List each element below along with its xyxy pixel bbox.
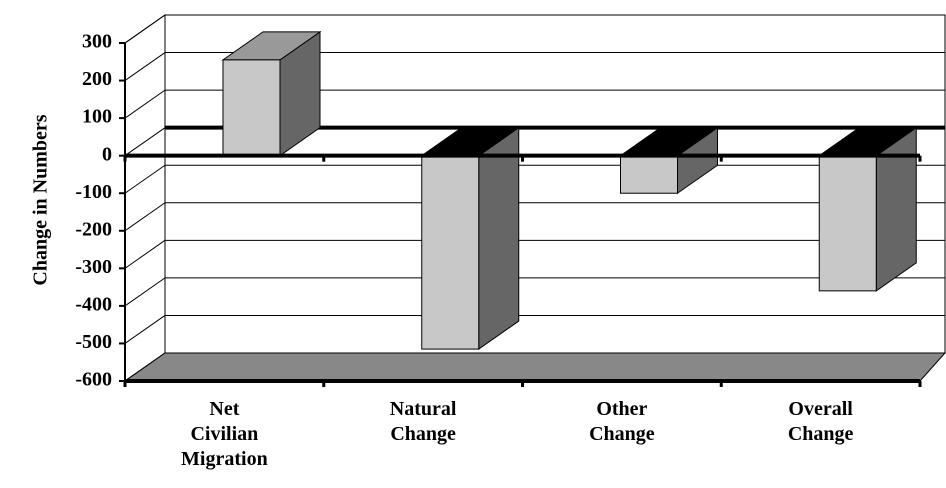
y-tick-label: -100 <box>75 181 112 203</box>
y-tick-label: -300 <box>75 256 112 278</box>
side-wall <box>124 14 166 382</box>
grid-line <box>124 127 166 157</box>
y-tick-label: -200 <box>75 218 112 240</box>
grid-line <box>124 52 166 81</box>
bar-side <box>875 126 917 292</box>
grid-line <box>124 202 166 232</box>
y-tick-label: 0 <box>102 143 112 165</box>
floor <box>123 352 946 382</box>
x-tick-label: Overall Change <box>788 398 854 445</box>
grid-line <box>124 277 166 307</box>
bar <box>818 155 877 292</box>
x-tick-label: Other Change <box>589 398 655 445</box>
grid-line <box>124 239 166 269</box>
y-axis-label: Change in Numbers <box>30 114 52 285</box>
y-tick-label: 200 <box>82 68 112 90</box>
bar-side <box>478 126 520 351</box>
x-tick-label: Net Civilian Migration <box>181 398 268 470</box>
bar <box>620 155 678 194</box>
grid-line <box>124 89 166 119</box>
x-tick-label: Natural Change <box>390 398 457 445</box>
grid-line <box>124 164 166 194</box>
y-tick-label: 300 <box>82 31 112 53</box>
y-tick-label: 100 <box>82 106 112 128</box>
y-tick-label: -500 <box>75 331 112 353</box>
bar <box>222 59 281 157</box>
y-tick-label: -600 <box>75 369 112 391</box>
grid-line <box>124 14 166 44</box>
bar <box>421 155 480 350</box>
grid-line <box>124 315 166 344</box>
y-tick-label: -400 <box>75 293 112 315</box>
